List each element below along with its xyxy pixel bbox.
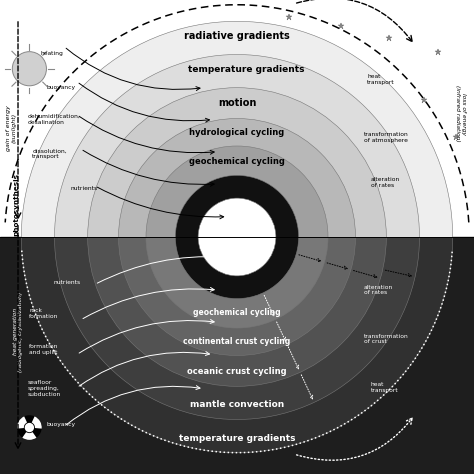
Text: heat generation
(radiogenic, crystallization): heat generation (radiogenic, crystalliza… (13, 292, 23, 372)
Wedge shape (21, 237, 453, 453)
Text: geochemical cycling: geochemical cycling (189, 157, 285, 165)
Text: activity: activity (211, 241, 263, 254)
Bar (0, 237, 474, 474)
Wedge shape (22, 432, 36, 440)
Circle shape (25, 423, 34, 432)
Text: seafloor
spreading,
subduction: seafloor spreading, subduction (27, 380, 61, 397)
Circle shape (198, 198, 276, 276)
Wedge shape (17, 416, 27, 428)
Text: oceanic crust cycling: oceanic crust cycling (187, 367, 287, 375)
Text: buoyancy: buoyancy (46, 422, 75, 427)
Text: dehumidification,
desalination: dehumidification, desalination (27, 114, 80, 125)
Text: nutrients: nutrients (70, 186, 97, 191)
Wedge shape (175, 237, 299, 299)
Text: temperature gradients: temperature gradients (179, 434, 295, 443)
Text: heat
transport: heat transport (367, 74, 395, 85)
Wedge shape (55, 55, 419, 237)
Text: dissolution,
transport: dissolution, transport (32, 149, 67, 159)
Wedge shape (118, 118, 356, 237)
Wedge shape (55, 237, 419, 419)
Text: transformation
of crust: transformation of crust (364, 334, 409, 344)
Text: rock
formation: rock formation (29, 309, 59, 319)
Text: radiative gradients: radiative gradients (184, 30, 290, 41)
Text: heating: heating (40, 51, 63, 56)
Text: loss of energy
(infrared radiation): loss of energy (infrared radiation) (456, 85, 466, 142)
Text: formation
and uplift: formation and uplift (29, 345, 59, 355)
Wedge shape (32, 416, 42, 428)
Text: buoyancy: buoyancy (46, 85, 75, 90)
Text: nutrients: nutrients (53, 280, 80, 284)
Wedge shape (146, 146, 328, 237)
Text: transformation
of atmosphere: transformation of atmosphere (364, 132, 409, 143)
Text: gain of energy
(sunlight): gain of energy (sunlight) (6, 105, 17, 151)
Text: continental crust cycling: continental crust cycling (183, 337, 291, 346)
Text: motion: motion (218, 98, 256, 108)
Circle shape (17, 415, 42, 440)
Text: photosynthesis: photosynthesis (13, 173, 19, 236)
Text: alteration
of rates: alteration of rates (371, 177, 400, 188)
Text: mantle convection: mantle convection (190, 400, 284, 409)
Wedge shape (21, 21, 453, 237)
Text: heat
transport: heat transport (371, 383, 399, 393)
Text: hydrological cycling: hydrological cycling (190, 128, 284, 137)
Wedge shape (118, 237, 356, 356)
Text: biotic: biotic (218, 220, 256, 233)
Wedge shape (175, 175, 299, 237)
Text: alteration
of rates: alteration of rates (364, 285, 393, 295)
Wedge shape (88, 237, 386, 386)
Bar (0, 0, 474, 237)
Wedge shape (88, 88, 386, 237)
Text: geochemical cycling: geochemical cycling (193, 309, 281, 317)
Text: temperature gradients: temperature gradients (188, 65, 305, 74)
Wedge shape (146, 237, 328, 328)
Circle shape (12, 52, 46, 86)
